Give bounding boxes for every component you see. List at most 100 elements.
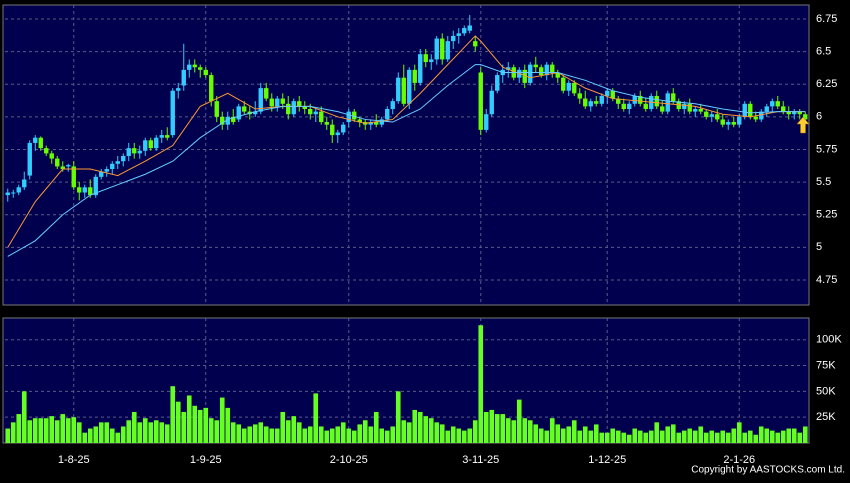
- candle-body: [308, 109, 313, 115]
- candle-body: [781, 106, 786, 112]
- volume-bar: [390, 426, 396, 443]
- candle-body: [396, 77, 401, 102]
- candle-body: [665, 93, 670, 112]
- volume-bar: [659, 430, 665, 443]
- volume-bar: [159, 422, 165, 443]
- volume-bar: [318, 426, 324, 443]
- volume-bar: [274, 428, 280, 443]
- volume-bar: [285, 420, 291, 443]
- volume-bar: [747, 430, 753, 443]
- volume-bar: [505, 418, 511, 443]
- candle-body: [748, 103, 753, 117]
- candle-body: [33, 137, 38, 143]
- candle-body: [489, 90, 494, 115]
- candle-body: [269, 98, 274, 107]
- volume-bar: [483, 412, 489, 443]
- candle-body: [610, 90, 615, 99]
- candle-body: [225, 116, 230, 125]
- volume-bar: [329, 428, 335, 443]
- candle-body: [407, 69, 412, 104]
- candle-body: [566, 82, 571, 91]
- candle-body: [643, 103, 648, 110]
- volume-bar: [214, 420, 220, 443]
- candle-body: [693, 109, 698, 112]
- candle-body: [605, 90, 610, 96]
- candle-body: [335, 132, 340, 136]
- candle-body: [154, 137, 159, 149]
- y-tick-label: 6.75: [816, 13, 837, 25]
- volume-bar: [142, 418, 148, 443]
- moving-average-line: [7, 35, 806, 248]
- candle-body: [22, 179, 27, 188]
- candle-body: [379, 119, 384, 125]
- candle-body: [478, 72, 483, 130]
- volume-bar: [780, 430, 786, 443]
- candle-body: [786, 111, 791, 115]
- volume-bar: [104, 422, 110, 443]
- candle-body: [698, 109, 703, 112]
- volume-bar: [362, 420, 368, 443]
- volume-bar: [494, 414, 500, 443]
- volume-bar: [516, 399, 522, 443]
- volume-bar: [120, 426, 126, 443]
- candle-body: [137, 150, 142, 154]
- volume-bar: [764, 428, 770, 443]
- price-panel: [2, 4, 810, 306]
- candle-body: [143, 140, 148, 151]
- volume-bar: [538, 428, 544, 443]
- candle-body: [522, 69, 527, 83]
- candle-body: [759, 111, 764, 120]
- candle-body: [709, 114, 714, 117]
- volume-bar: [54, 420, 60, 443]
- volume-bar: [428, 418, 434, 443]
- y-tick-label: 6.25: [816, 78, 837, 90]
- copyright: Copyright by AASTOCKS.com Ltd.: [691, 465, 845, 476]
- volume-bar: [439, 424, 445, 443]
- volume-bar: [247, 426, 253, 443]
- volume-bar: [472, 420, 478, 443]
- y-tick-label: 100K: [816, 334, 842, 346]
- volume-bar: [406, 422, 412, 443]
- volume-bar: [60, 414, 66, 443]
- x-tick-label: 3-11-25: [462, 454, 499, 466]
- volume-bar: [137, 422, 143, 443]
- candle-body: [770, 101, 775, 107]
- candle-body: [550, 64, 555, 73]
- volume-bar: [269, 428, 275, 443]
- candle-body: [275, 98, 280, 107]
- volume-bar: [43, 418, 49, 443]
- volume-bar: [500, 414, 506, 443]
- volume-bar: [148, 422, 154, 443]
- volume-bar: [71, 417, 77, 443]
- volume-bar: [527, 420, 533, 443]
- current-arrow: [796, 116, 810, 134]
- candle-body: [401, 77, 406, 104]
- candle-body: [71, 166, 76, 188]
- volume-bar: [423, 416, 429, 443]
- candle-body: [220, 116, 225, 125]
- candle-body: [797, 111, 802, 115]
- candle-body: [429, 59, 434, 63]
- candle-body: [126, 148, 131, 156]
- volume-bar: [571, 420, 577, 443]
- candle-body: [159, 135, 164, 138]
- candle-body: [44, 148, 49, 154]
- candle-body: [209, 75, 214, 102]
- candle-body: [93, 176, 98, 196]
- candle-body: [302, 106, 307, 110]
- candle-body: [368, 122, 373, 125]
- volume-bar: [637, 430, 643, 443]
- plot-layer: 4.75 5 5.25 5.5 5.75 6 6.25 6.5 6.75 25K 50K 75K 100…: [5, 5, 842, 466]
- volume-bar: [192, 405, 198, 443]
- y-tick-label: 5.25: [816, 209, 837, 221]
- volume-bar: [131, 412, 137, 443]
- volume-bar: [450, 426, 456, 443]
- candle-body: [346, 111, 351, 123]
- volume-bar: [698, 426, 704, 443]
- volume-bar: [478, 325, 484, 443]
- volume-bar: [197, 409, 203, 443]
- volume-bar: [153, 420, 159, 443]
- x-tick-label: 2-10-25: [330, 454, 368, 466]
- candle-body: [726, 122, 731, 125]
